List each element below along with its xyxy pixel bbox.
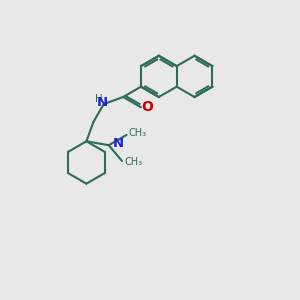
Text: CH₃: CH₃ <box>129 128 147 138</box>
Text: O: O <box>142 100 153 114</box>
Text: CH₃: CH₃ <box>124 158 142 167</box>
Text: H: H <box>94 94 102 104</box>
Text: N: N <box>97 96 108 110</box>
Text: N: N <box>112 137 123 150</box>
